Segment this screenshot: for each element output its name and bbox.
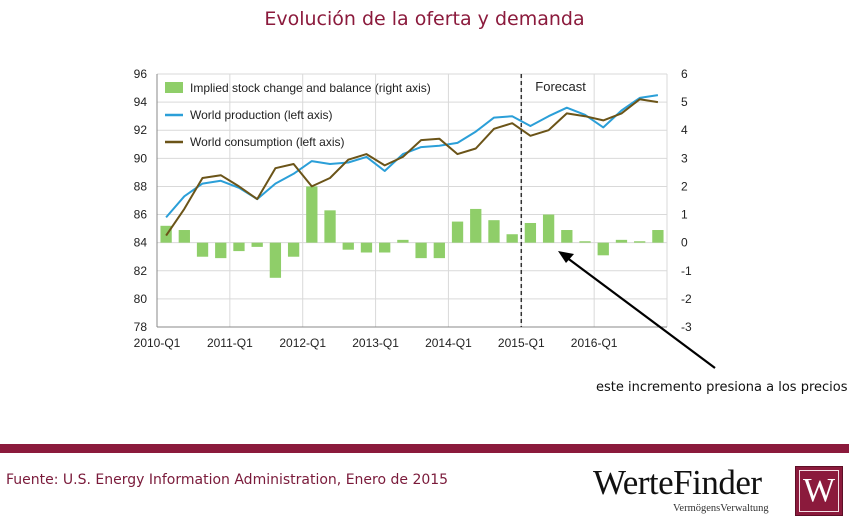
y-right-tick-label: -1 [681,264,692,278]
y-right-tick-label: 4 [681,123,688,137]
bar-stock-change [178,230,190,243]
supply-demand-chart: 78 80 82 84 86 88 90 92 94 96 -3 -2 -1 0 1 2 3 4 5 6 2010-Q1… [134,67,716,369]
y-left-tick-label: 78 [134,320,148,334]
bar-stock-change [415,242,427,259]
logo-wordmark: WerteFinder [593,463,762,502]
x-tick-label: 2015-Q1 [498,336,545,350]
line-world-consumption [165,98,659,237]
y-left-tick-label: 96 [134,67,148,81]
bar-stock-change [451,221,464,243]
footer-bar [0,444,849,453]
x-tick-label: 2012-Q1 [279,336,326,350]
y-right-tick-label: 2 [681,179,688,193]
bar-stock-change [524,222,537,243]
page-title: Evolución de la oferta y demanda [264,8,585,30]
bar-stock-change [652,230,664,243]
bar-stock-change [269,242,282,278]
bar-stock-change [215,242,227,259]
bar-stock-change [488,220,500,243]
bar-stock-change [470,208,482,243]
legend-swatch-bars [165,82,183,93]
x-tick-label: 2013-Q1 [352,336,399,350]
bar-stock-change [360,242,373,253]
y-left-tick-label: 88 [134,179,148,193]
legend-label: Implied stock change and balance (right … [190,81,431,95]
x-tick-label: 2014-Q1 [425,336,472,350]
y-left-tick-label: 90 [134,151,148,165]
logo-tagline: VermögensVerwaltung [673,503,769,514]
legend-label: World consumption (left axis) [190,135,345,149]
y-left-tick-label: 94 [134,95,148,109]
bar-stock-change [397,239,409,243]
annotation-arrow-head [558,251,574,263]
bar-stock-change [306,186,318,243]
bar-stock-change [287,242,300,257]
bar-stock-change [324,210,336,243]
bar-stock-change [233,242,245,252]
y-right-tick-label: 0 [681,236,688,250]
y-right-tick-label: 5 [681,95,688,109]
y-right-tick-label: 6 [681,67,688,81]
y-right-tick-label: -3 [681,320,692,334]
bar-stock-change [196,242,209,257]
x-tick-label: 2010-Q1 [134,336,181,350]
y-left-tick-label: 86 [134,208,148,222]
logo-monogram-box: W [795,466,843,516]
bar-stock-change [379,242,391,253]
y-right-tick-label: 1 [681,208,688,222]
y-left-tick-label: 80 [134,292,148,306]
bar-stock-change [561,230,573,243]
legend-label: World production (left axis) [190,108,333,122]
annotation-text: este incremento presiona a los precios [596,380,848,395]
wertefinder-logo: WerteFinder VermögensVerwaltung W [593,463,843,519]
bar-stock-change [542,214,555,243]
y-left-tick-label: 84 [134,236,148,250]
y-left-tick-label: 82 [134,264,148,278]
bar-stock-change [579,241,591,243]
y-right-tick-label: -2 [681,292,692,306]
source-text: Fuente: U.S. Energy Information Administ… [6,472,449,488]
annotation-arrow-shaft [565,256,716,369]
y-right-tick-label: 3 [681,151,688,165]
bar-stock-change [251,242,263,247]
bar-stock-change [634,241,646,243]
x-tick-label: 2011-Q1 [207,336,253,350]
x-tick-label: 2016-Q1 [571,336,618,350]
bar-stock-change [433,242,445,259]
bar-stock-change [342,242,354,250]
bar-stock-change [597,242,609,256]
y-left-tick-label: 92 [134,123,148,137]
bar-stock-change [615,239,628,243]
bar-stock-change [506,234,518,243]
forecast-label: Forecast [535,79,586,94]
logo-monogram: W [799,470,839,512]
